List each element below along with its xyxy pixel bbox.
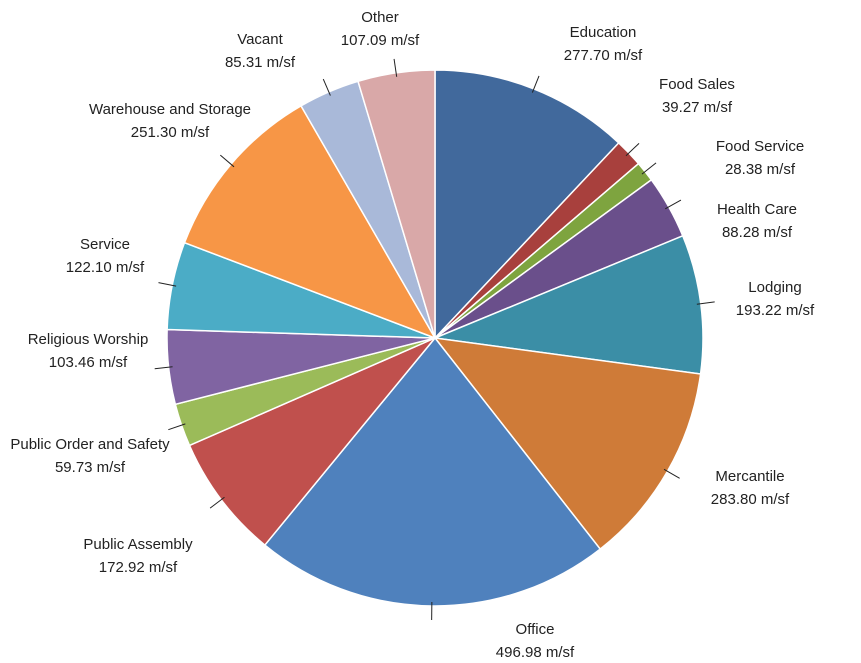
category-label: Mercantile [715, 468, 784, 485]
leader-line [665, 199, 682, 210]
leader-line [393, 58, 398, 77]
leader-line [168, 423, 186, 431]
leader-line [625, 142, 640, 157]
leader-line [663, 468, 680, 479]
value-label: 277.70 m/sf [564, 47, 643, 64]
leader-line [158, 282, 177, 287]
value-label: 496.98 m/sf [496, 644, 575, 661]
category-label: Vacant [237, 31, 283, 48]
category-label: Lodging [748, 279, 801, 296]
category-label: Food Service [716, 138, 804, 155]
category-label: Office [516, 621, 555, 638]
leader-line [154, 366, 173, 370]
value-label: 88.28 m/sf [722, 224, 793, 241]
value-label: 193.22 m/sf [736, 302, 815, 319]
value-label: 85.31 m/sf [225, 54, 296, 71]
category-label: Service [80, 236, 130, 253]
leader-line [696, 301, 715, 305]
leader-line [322, 78, 331, 96]
value-label: 172.92 m/sf [99, 559, 178, 576]
value-label: 28.38 m/sf [725, 161, 796, 178]
leader-line [531, 75, 540, 93]
value-label: 103.46 m/sf [49, 354, 128, 371]
category-label: Public Assembly [83, 536, 193, 553]
value-label: 251.30 m/sf [131, 124, 210, 141]
category-label: Other [361, 9, 399, 26]
leader-line [209, 496, 225, 509]
category-label: Food Sales [659, 76, 735, 93]
category-label: Public Order and Safety [10, 436, 170, 453]
category-label: Warehouse and Storage [89, 101, 251, 118]
leader-line [641, 162, 657, 175]
value-label: 283.80 m/sf [711, 491, 790, 508]
category-label: Health Care [717, 201, 797, 218]
category-label: Religious Worship [28, 331, 149, 348]
leader-line [219, 154, 235, 168]
category-label: Education [570, 24, 637, 41]
value-label: 39.27 m/sf [662, 99, 733, 116]
value-label: 59.73 m/sf [55, 459, 126, 476]
value-label: 107.09 m/sf [341, 32, 420, 49]
value-label: 122.10 m/sf [66, 259, 145, 276]
